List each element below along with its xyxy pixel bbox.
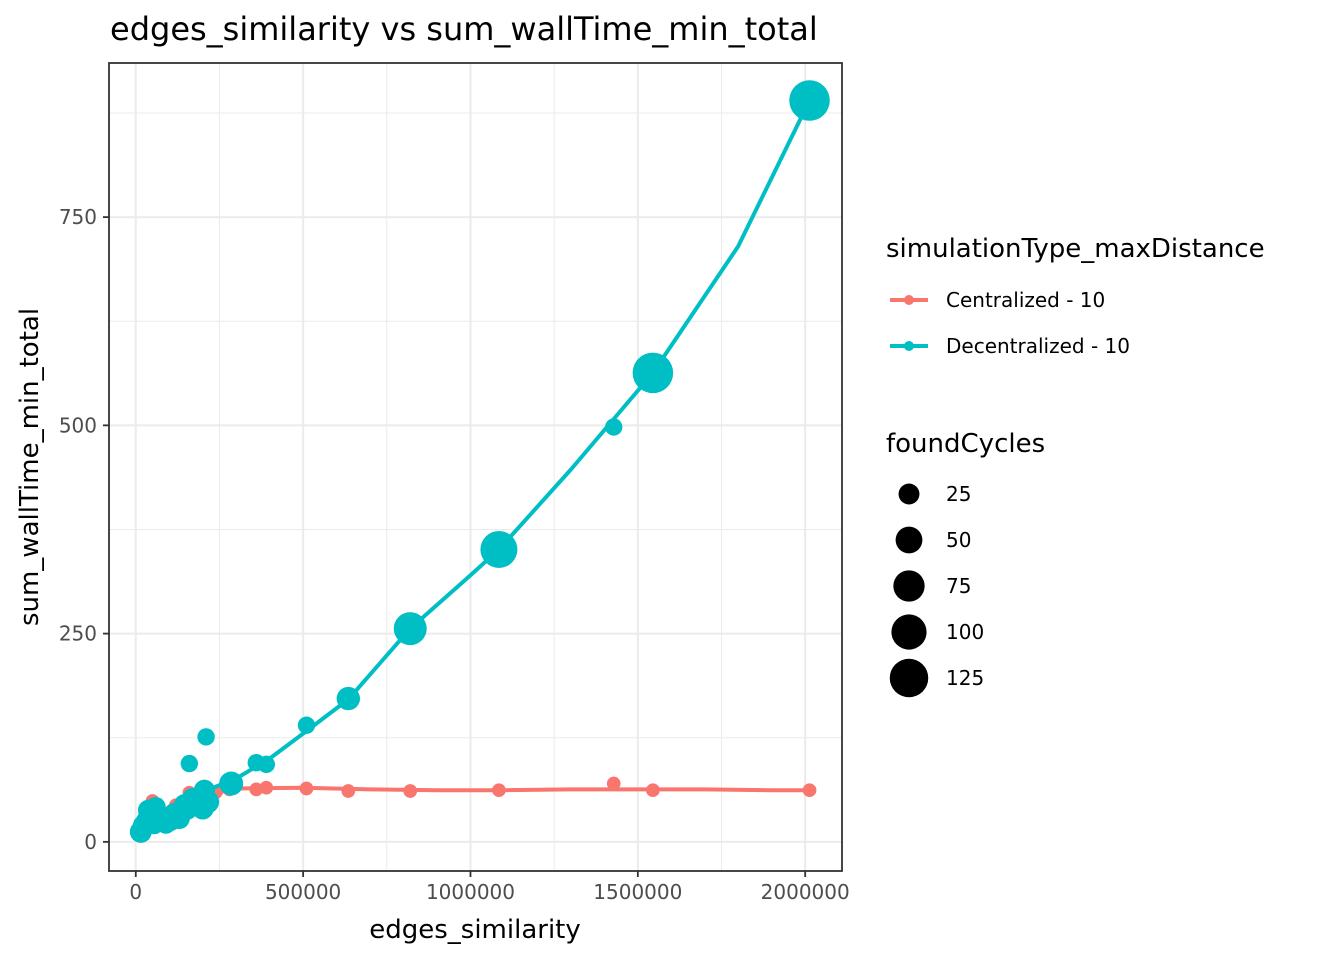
color-legend-items: Centralized - 10 Decentralized - 10 (890, 288, 1130, 358)
axes: 0 500000 1000000 1500000 2000000 0 250 500 750 (59, 205, 850, 904)
legend-size-key (893, 570, 925, 602)
x-tick-label: 1000000 (426, 880, 515, 904)
legend-label: 125 (946, 666, 984, 690)
plot-panel (108, 62, 843, 872)
y-tick-label: 250 (59, 622, 97, 646)
x-tick-label: 1500000 (593, 880, 682, 904)
legend-label: 75 (946, 574, 971, 598)
series-layer (129, 80, 830, 843)
x-tick-label: 0 (129, 880, 142, 904)
legend-size-key (895, 526, 923, 554)
legend-size-key (891, 614, 927, 650)
legend-label: 100 (946, 620, 984, 644)
size-legend-title: foundCycles (886, 429, 1045, 459)
y-tick-label: 750 (59, 205, 97, 229)
panel-border (108, 62, 843, 872)
legend-label: Centralized - 10 (946, 288, 1105, 312)
legend-size-key (889, 658, 929, 698)
data-point (180, 754, 199, 773)
series-decentralized (129, 80, 830, 843)
x-tick-label: 2000000 (761, 880, 850, 904)
x-tick-label: 500000 (265, 880, 341, 904)
y-tick-label: 500 (59, 413, 97, 437)
size-legend-items: 25 50 75 100 125 (889, 482, 984, 698)
x-axis-title: edges_similarity (369, 915, 581, 945)
legend-label: Decentralized - 10 (946, 334, 1130, 358)
data-point (197, 728, 215, 746)
y-tick-label: 0 (84, 830, 97, 854)
grid-lines (109, 63, 842, 871)
data-point (196, 790, 220, 814)
data-point (606, 776, 621, 791)
chart-title: edges_similarity vs sum_wallTime_min_tot… (110, 10, 818, 48)
legend-size-key (898, 483, 920, 505)
legend: simulationType_maxDistance Centralized -… (886, 234, 1265, 698)
legend-key-point (904, 341, 914, 351)
y-axis-title: sum_wallTime_min_total (15, 308, 45, 626)
legend-key-point (904, 295, 914, 305)
color-legend-title: simulationType_maxDistance (886, 234, 1265, 264)
trend-line (138, 98, 812, 828)
data-point (341, 784, 356, 798)
legend-label: 50 (946, 528, 971, 552)
legend-label: 25 (946, 482, 971, 506)
